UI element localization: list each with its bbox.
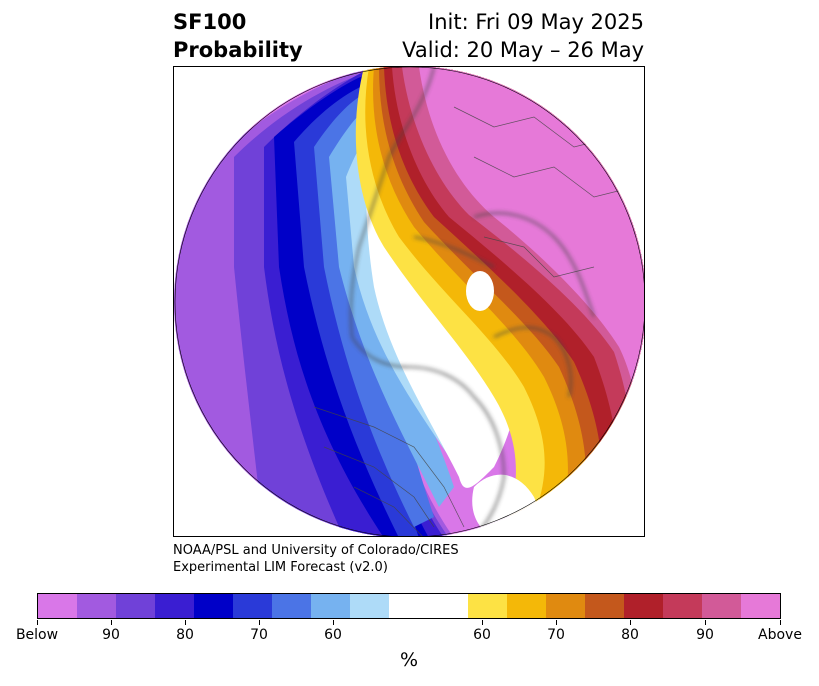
colorbar-tick-label: 70 bbox=[547, 627, 565, 643]
colorbar-segment bbox=[545, 594, 585, 618]
colorbar-tick bbox=[37, 620, 38, 625]
colorbar-segment bbox=[584, 594, 624, 618]
map-title: SF100 Probability bbox=[173, 8, 303, 64]
coast-greenland bbox=[493, 326, 572, 398]
colorbar-tick-label: 60 bbox=[473, 627, 491, 643]
colorbar-tick bbox=[780, 620, 781, 625]
colorbar-segment bbox=[155, 594, 195, 618]
credit-line-1: NOAA/PSL and University of Colorado/CIRE… bbox=[173, 543, 459, 558]
colorbar-segment bbox=[428, 594, 468, 618]
colorbar-segment bbox=[506, 594, 546, 618]
coast-arctic-russia bbox=[413, 236, 495, 268]
colorbar-segment bbox=[233, 594, 273, 618]
colorbar-segment bbox=[350, 594, 390, 618]
valid-range: Valid: 20 May – 26 May bbox=[402, 38, 644, 62]
colorbar-segment bbox=[662, 594, 702, 618]
colorbar-tick bbox=[333, 620, 334, 625]
colorbar-segment bbox=[194, 594, 234, 618]
map-boundary bbox=[174, 67, 644, 536]
credit-text: NOAA/PSL and University of Colorado/CIRE… bbox=[173, 542, 459, 576]
colorbar-tick-label: Below bbox=[15, 627, 59, 643]
colorbar-tick bbox=[185, 620, 186, 625]
colorbar-segment bbox=[38, 594, 78, 618]
map-panel bbox=[173, 66, 645, 537]
probability-map bbox=[174, 67, 644, 536]
colorbar-tick bbox=[630, 620, 631, 625]
colorbar-segment bbox=[467, 594, 507, 618]
above-max bbox=[419, 67, 644, 487]
colorbar-tick bbox=[556, 620, 557, 625]
colorbar-tick-label: 70 bbox=[250, 627, 268, 643]
title-line-2: Probability bbox=[173, 38, 303, 62]
coast-scandinavia bbox=[473, 212, 595, 318]
forecast-dates: Init: Fri 09 May 2025 Valid: 20 May – 26… bbox=[402, 8, 644, 64]
colorbar-tick bbox=[111, 620, 112, 625]
credit-line-2: Experimental LIM Forecast (v2.0) bbox=[173, 560, 388, 575]
colorbar-tick-label: 80 bbox=[621, 627, 639, 643]
pole-hole bbox=[401, 295, 415, 309]
colorbar-tick-label: 90 bbox=[102, 627, 120, 643]
probability-field bbox=[174, 67, 644, 536]
colorbar-segment bbox=[311, 594, 351, 618]
borders bbox=[313, 106, 635, 536]
colorbar-tick bbox=[705, 620, 706, 625]
coast-east-asia bbox=[350, 67, 435, 338]
title-line-1: SF100 bbox=[173, 10, 247, 34]
colorbar-segment bbox=[389, 594, 429, 618]
colorbar-segment bbox=[623, 594, 663, 618]
init-date: Init: Fri 09 May 2025 bbox=[428, 10, 644, 34]
colorbar-segment bbox=[701, 594, 741, 618]
colorbar-unit: % bbox=[399, 649, 419, 671]
colorbar-tick-label: 80 bbox=[176, 627, 194, 643]
colorbar-segment bbox=[272, 594, 312, 618]
colorbar-tick bbox=[259, 620, 260, 625]
colorbar-tick bbox=[482, 620, 483, 625]
colorbar-tick-label: 90 bbox=[696, 627, 714, 643]
colorbar bbox=[37, 593, 781, 619]
coastlines bbox=[350, 67, 595, 536]
colorbar-tick-label: Above bbox=[758, 627, 802, 643]
colorbar-segment bbox=[116, 594, 156, 618]
coast-alaska bbox=[351, 336, 475, 398]
near-normal-pocket bbox=[466, 271, 494, 311]
colorbar-tick-label: 60 bbox=[324, 627, 342, 643]
colorbar-segment bbox=[77, 594, 117, 618]
colorbar-segment bbox=[740, 594, 780, 618]
